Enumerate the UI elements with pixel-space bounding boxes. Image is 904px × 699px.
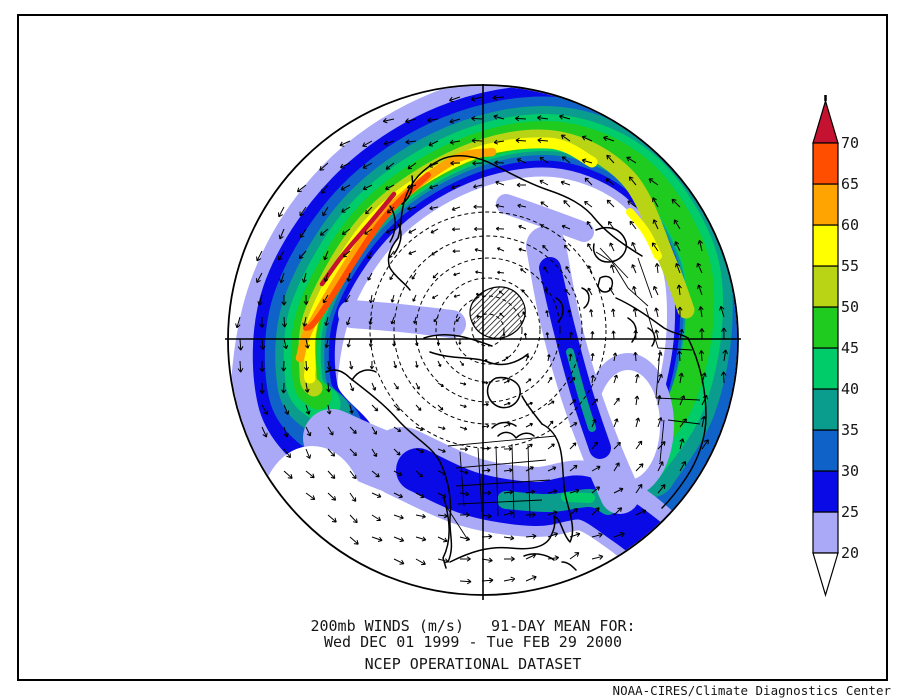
map-boundary-circle [227, 84, 739, 596]
greenland-hatch [469, 286, 526, 339]
svg-text:70: 70 [841, 134, 859, 152]
country-borders [445, 247, 701, 541]
svg-text:50: 50 [841, 298, 859, 316]
svg-text:30: 30 [841, 462, 859, 480]
chart-title-line1: 200mb WINDS (m/s) 91-DAY MEAN FOR: [310, 617, 636, 635]
chart-title-line3: NCEP OPERATIONAL DATASET [364, 655, 582, 673]
attribution: NOAA-CIRES/Climate Diagnostics Center [612, 683, 891, 698]
svg-text:20: 20 [841, 544, 859, 562]
contour-bands [229, 86, 737, 587]
colorbar: 20 25 30 35 40 45 50 55 60 65 70 [812, 95, 859, 598]
svg-text:25: 25 [841, 503, 859, 521]
colorbar-segments [812, 95, 839, 598]
colorbar-labels: 20 25 30 35 40 45 50 55 60 65 70 [841, 134, 859, 562]
svg-text:45: 45 [841, 339, 859, 357]
svg-text:40: 40 [841, 380, 859, 398]
coastlines [325, 154, 707, 571]
map [225, 84, 741, 600]
svg-text:55: 55 [841, 257, 859, 275]
svg-text:35: 35 [841, 421, 859, 439]
wind-arrows [235, 94, 728, 585]
svg-text:60: 60 [841, 216, 859, 234]
svg-text:65: 65 [841, 175, 859, 193]
crosshair [225, 84, 741, 600]
chart-title-line2: Wed DEC 01 1999 - Tue FEB 29 2000 [323, 633, 623, 651]
